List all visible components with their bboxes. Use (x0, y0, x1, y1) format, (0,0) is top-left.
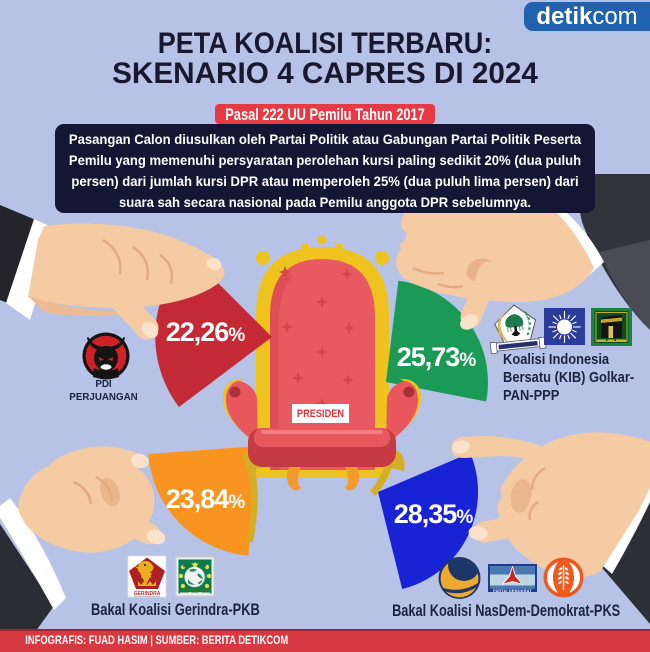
svg-text:PRESIDEN: PRESIDEN (297, 408, 344, 420)
svg-text:PARTAI DEMOKRAT: PARTAI DEMOKRAT (493, 589, 532, 593)
